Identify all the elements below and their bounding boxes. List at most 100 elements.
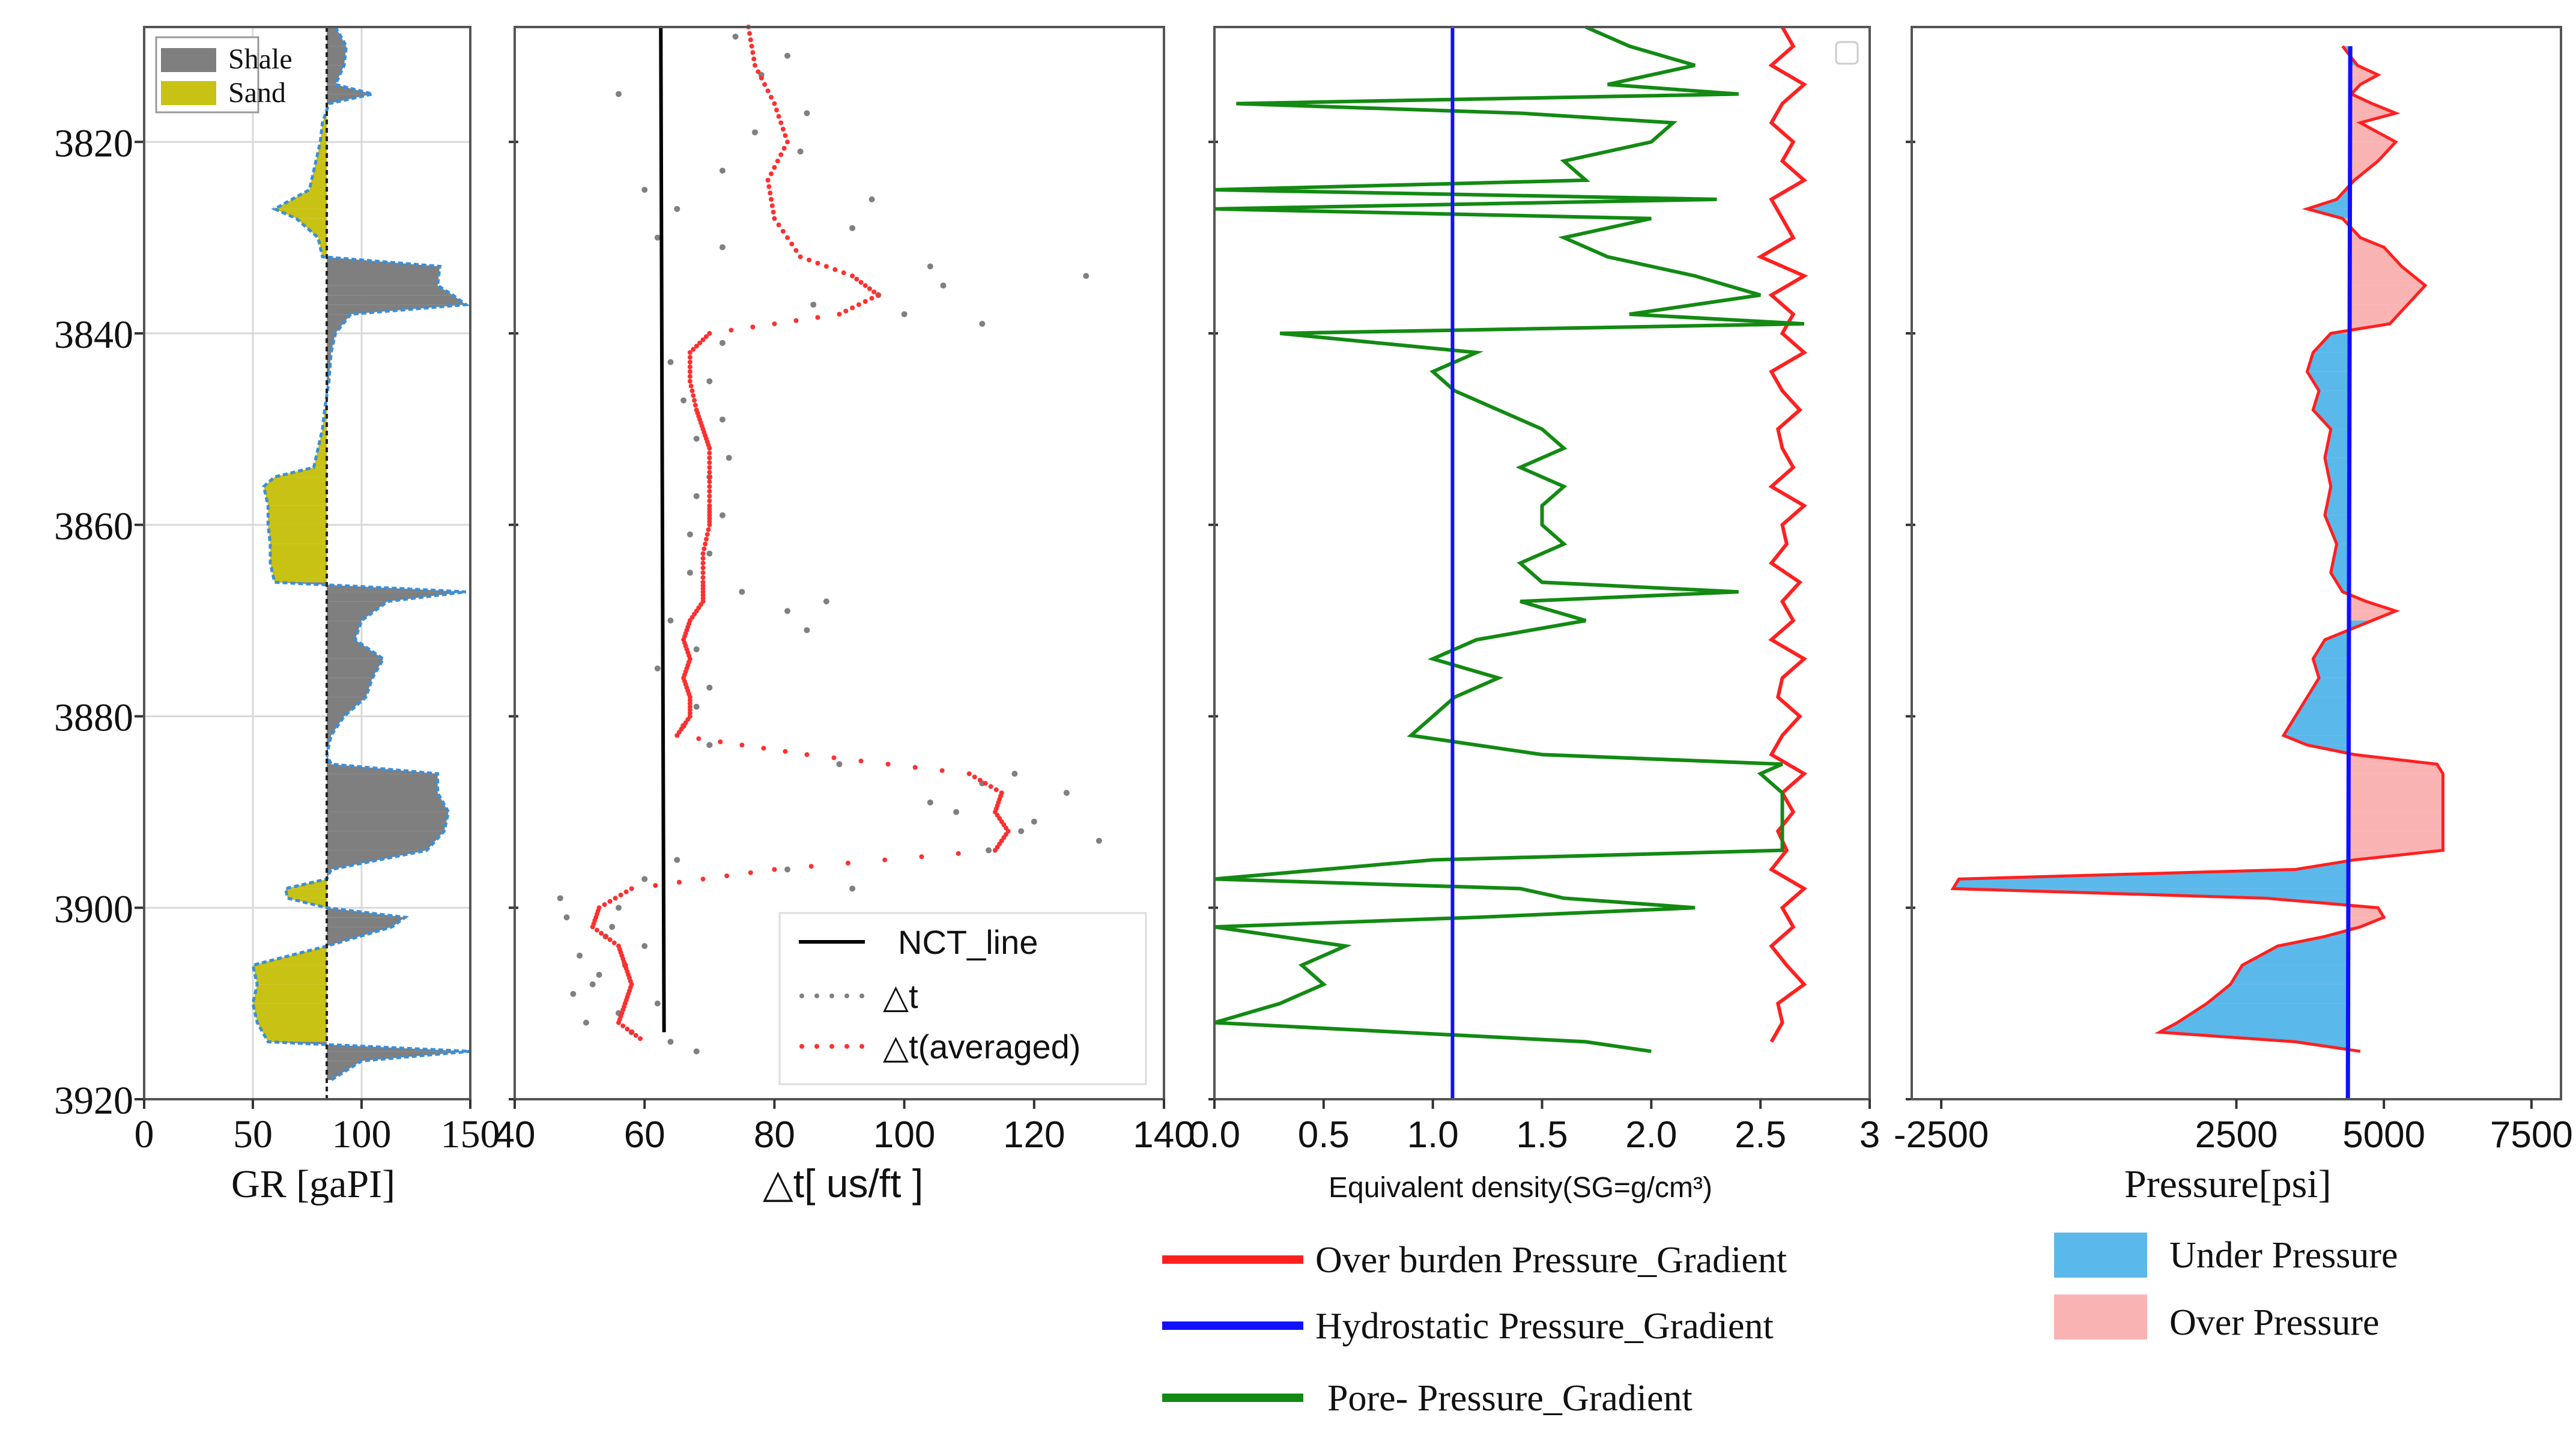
- density-x-tick-label: 3: [1859, 1114, 1880, 1156]
- pressure-x-tick-label: 7500: [2490, 1114, 2573, 1156]
- dt-averaged-point: [785, 235, 790, 240]
- dt-averaged-point: [774, 108, 780, 113]
- legend-label-overburden: Over burden Pressure_Gradient: [1315, 1240, 1787, 1281]
- dt-point: [739, 589, 745, 595]
- dt-point: [667, 617, 674, 624]
- dt-averaged-point: [815, 315, 820, 320]
- dt-averaged-point: [856, 302, 861, 308]
- dt-averaged-point: [687, 364, 692, 369]
- under-pressure-area: [2330, 572, 2351, 592]
- dt-point: [667, 1039, 674, 1045]
- dt-averaged-point: [750, 50, 756, 55]
- over-pressure-area: [2350, 811, 2443, 831]
- dt-averaged-point: [956, 851, 961, 856]
- gr-legend-swatch-sand: [161, 81, 216, 105]
- dt-averaged-point: [707, 479, 712, 485]
- gr-x-tick-label: 100: [332, 1112, 392, 1156]
- dt-averaged-point: [633, 1033, 638, 1038]
- pressure-x-tick-label: -2500: [1894, 1114, 1989, 1156]
- dt-averaged-point: [807, 257, 812, 262]
- gr-x-tick-label: 150: [441, 1112, 500, 1156]
- density-x-tick-label: 1.0: [1407, 1114, 1459, 1156]
- under-pressure-area: [2324, 458, 2351, 487]
- dt-averaged-point: [603, 934, 608, 939]
- dt-point: [654, 234, 661, 241]
- pressure-bottom-legend: Under Pressure Over Pressure: [2054, 1233, 2398, 1343]
- dt-point: [563, 914, 570, 921]
- dt-averaged-point: [691, 393, 696, 398]
- dt-legend: NCT_line △t △t(averaged): [778, 912, 1147, 1085]
- under-pressure-area: [2313, 390, 2351, 410]
- dt-averaged-point: [729, 327, 734, 333]
- dt-point: [641, 876, 648, 882]
- dt-frame: [514, 26, 1165, 1100]
- dt-averaged-point: [707, 465, 712, 470]
- gr-legend: Shale Sand: [155, 36, 292, 114]
- dt-averaged-point: [850, 273, 855, 279]
- gr-sand-area: [268, 505, 327, 525]
- gr-shale-area: [327, 658, 384, 678]
- over-pressure-area: [2350, 611, 2396, 621]
- gr-shale-area: [327, 831, 444, 851]
- dt-averaged-point: [761, 745, 766, 751]
- dt-averaged-point: [748, 870, 753, 875]
- dt-point: [1096, 837, 1102, 844]
- depth-tick-label: 3840: [54, 313, 133, 357]
- dt-averaged-point: [687, 369, 692, 374]
- pressure-x-label: Pressure[psi]: [2124, 1162, 2332, 1206]
- dt-point: [706, 378, 713, 384]
- over-pressure-area: [2350, 285, 2425, 305]
- dt-averaged-point: [850, 305, 855, 311]
- dt-x-tick-label: 100: [873, 1114, 935, 1156]
- dt-point: [1083, 273, 1089, 279]
- gr-shale-area: [327, 592, 466, 602]
- gr-shale-area: [327, 314, 351, 333]
- dt-averaged-point: [772, 216, 777, 221]
- gr-sand-area: [253, 1003, 327, 1023]
- dt-point: [823, 598, 829, 605]
- gr-shale-area: [327, 285, 453, 296]
- dt-point: [577, 952, 583, 959]
- density-panel: 0.0 0.5 1.0 1.5 2.0 2.5 3 Equivalent density(S…: [1189, 25, 1880, 1204]
- dt-averaged-point: [620, 1023, 626, 1028]
- dt-averaged-point: [700, 551, 706, 556]
- under-pressure-area: [2230, 965, 2351, 984]
- depth-tick-label: 3900: [54, 887, 133, 931]
- dt-averaged-point: [618, 893, 623, 897]
- dt-averaged-point: [629, 886, 634, 891]
- dt-averaged-point: [775, 159, 780, 164]
- under-pressure-area: [2324, 515, 2351, 544]
- dt-averaged-point: [993, 787, 999, 792]
- under-pressure-area: [2284, 735, 2351, 745]
- dt-point: [868, 196, 875, 202]
- dt-averaged-point: [700, 575, 706, 580]
- dt-averaged-point: [676, 879, 682, 885]
- gr-sand-area: [253, 984, 327, 1004]
- dt-averaged-point: [882, 857, 888, 863]
- dt-legend-dots-dt: [799, 994, 864, 998]
- dt-averaged-point: [703, 541, 708, 547]
- dt-averaged-point: [707, 460, 712, 466]
- dt-averaged-point: [707, 498, 712, 503]
- gr-sand-area: [264, 477, 327, 487]
- dt-averaged-point: [700, 337, 706, 342]
- dt-averaged-point: [776, 222, 781, 228]
- gr-shale-area: [327, 27, 347, 46]
- density-marks: [1214, 25, 1808, 1099]
- dt-averaged-point: [602, 902, 607, 907]
- dt-averaged-point: [752, 62, 757, 68]
- dt-point: [719, 244, 726, 250]
- dt-point: [583, 1019, 589, 1026]
- dt-point: [804, 627, 810, 634]
- dt-marks: [557, 25, 1102, 1055]
- dt-averaged-point: [616, 1020, 621, 1025]
- dt-point: [732, 33, 739, 40]
- dt-averaged-point: [939, 768, 945, 773]
- dt-averaged-point: [706, 527, 711, 532]
- dt-averaged-point: [607, 899, 613, 904]
- over-pressure-area: [2350, 793, 2443, 812]
- depth-tick-label: 3820: [54, 121, 133, 165]
- dt-averaged-point: [843, 308, 849, 314]
- dt-averaged-point: [992, 848, 998, 853]
